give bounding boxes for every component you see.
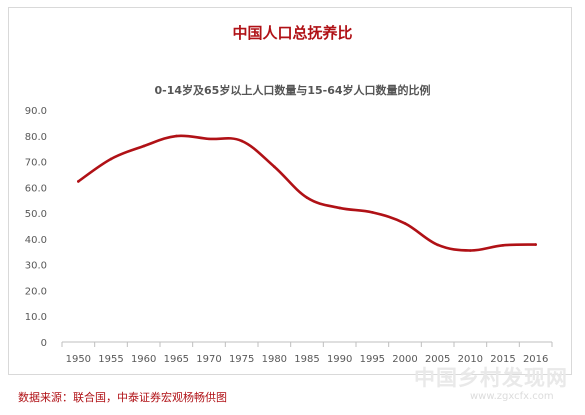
data-point xyxy=(469,249,472,252)
data-point xyxy=(273,165,276,169)
x-tick-label: 1990 xyxy=(327,354,352,365)
data-point xyxy=(175,134,178,138)
x-tick-label: 2000 xyxy=(392,354,417,365)
y-tick-label: 90.0 xyxy=(25,106,47,117)
x-tick-label: 1975 xyxy=(229,354,254,365)
data-point xyxy=(534,243,537,246)
data-point xyxy=(403,222,407,225)
data-point xyxy=(207,137,211,141)
x-tick-label: 1965 xyxy=(164,354,189,365)
y-tick-label: 30.0 xyxy=(25,261,47,272)
data-point xyxy=(142,144,145,148)
data-point xyxy=(501,244,505,247)
y-tick-label: 60.0 xyxy=(25,183,47,194)
data-point xyxy=(338,206,341,210)
data-point xyxy=(305,196,309,199)
x-tick-label: 2005 xyxy=(425,354,450,365)
y-tick-label: 50.0 xyxy=(25,209,47,220)
x-tick-label: 1950 xyxy=(66,354,91,365)
data-point xyxy=(436,243,439,247)
data-point xyxy=(109,157,113,161)
x-tick-label: 2016 xyxy=(523,354,548,365)
y-tick-label: 0 xyxy=(41,338,47,349)
watermark: 中国乡村发现网 xyxy=(414,366,568,390)
y-tick-label: 10.0 xyxy=(25,312,47,323)
x-tick-label: 1985 xyxy=(294,354,319,365)
data-point xyxy=(77,180,80,183)
x-tick-label: 1955 xyxy=(98,354,123,365)
chart-subtitle: 0-14岁及65岁以上人口数量与15-64岁人口数量的比例 xyxy=(154,84,431,97)
source-note: 数据来源：联合国，中泰证券宏观杨畅供图 xyxy=(18,391,227,404)
x-tick-label: 2010 xyxy=(458,354,483,365)
x-tick-label: 1980 xyxy=(262,354,287,365)
x-tick-label: 1995 xyxy=(360,354,385,365)
y-tick-label: 40.0 xyxy=(25,235,47,246)
watermark-url: www.zgxcfx.com xyxy=(470,391,554,402)
x-tick-label: 1960 xyxy=(131,354,156,365)
y-tick-label: 70.0 xyxy=(25,158,47,169)
x-tick-label: 2015 xyxy=(490,354,515,365)
x-tick-label: 1970 xyxy=(196,354,221,365)
data-point xyxy=(371,211,374,214)
y-tick-label: 20.0 xyxy=(25,286,47,297)
series-line xyxy=(77,134,537,252)
chart-title: 中国人口总抚养比 xyxy=(232,24,353,42)
y-tick-label: 80.0 xyxy=(25,132,47,143)
data-point xyxy=(240,139,243,143)
chart-frame xyxy=(8,7,572,375)
